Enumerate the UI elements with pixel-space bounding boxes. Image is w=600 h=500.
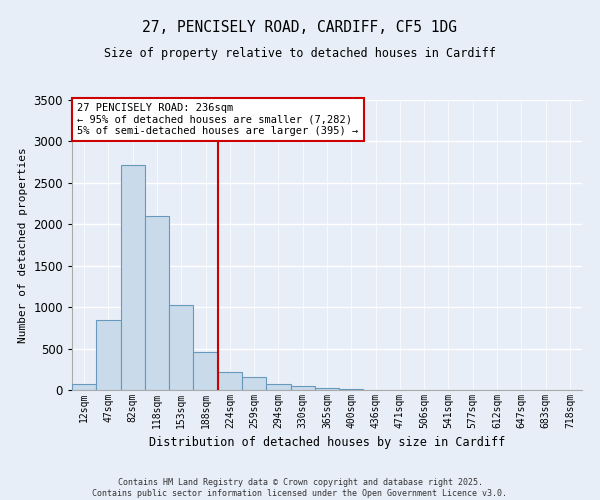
Text: Size of property relative to detached houses in Cardiff: Size of property relative to detached ho… xyxy=(104,48,496,60)
Bar xyxy=(72,384,96,390)
Bar xyxy=(339,389,364,390)
Bar xyxy=(218,372,242,390)
Bar xyxy=(290,386,315,390)
Y-axis label: Number of detached properties: Number of detached properties xyxy=(18,147,28,343)
Bar xyxy=(169,304,193,390)
Bar xyxy=(193,352,218,390)
Bar xyxy=(96,320,121,390)
Text: Contains HM Land Registry data © Crown copyright and database right 2025.
Contai: Contains HM Land Registry data © Crown c… xyxy=(92,478,508,498)
Bar xyxy=(121,164,145,390)
Text: 27 PENCISELY ROAD: 236sqm
← 95% of detached houses are smaller (7,282)
5% of sem: 27 PENCISELY ROAD: 236sqm ← 95% of detac… xyxy=(77,103,358,136)
Text: 27, PENCISELY ROAD, CARDIFF, CF5 1DG: 27, PENCISELY ROAD, CARDIFF, CF5 1DG xyxy=(143,20,458,35)
Bar xyxy=(145,216,169,390)
X-axis label: Distribution of detached houses by size in Cardiff: Distribution of detached houses by size … xyxy=(149,436,505,450)
Bar xyxy=(315,388,339,390)
Bar xyxy=(266,384,290,390)
Bar xyxy=(242,377,266,390)
